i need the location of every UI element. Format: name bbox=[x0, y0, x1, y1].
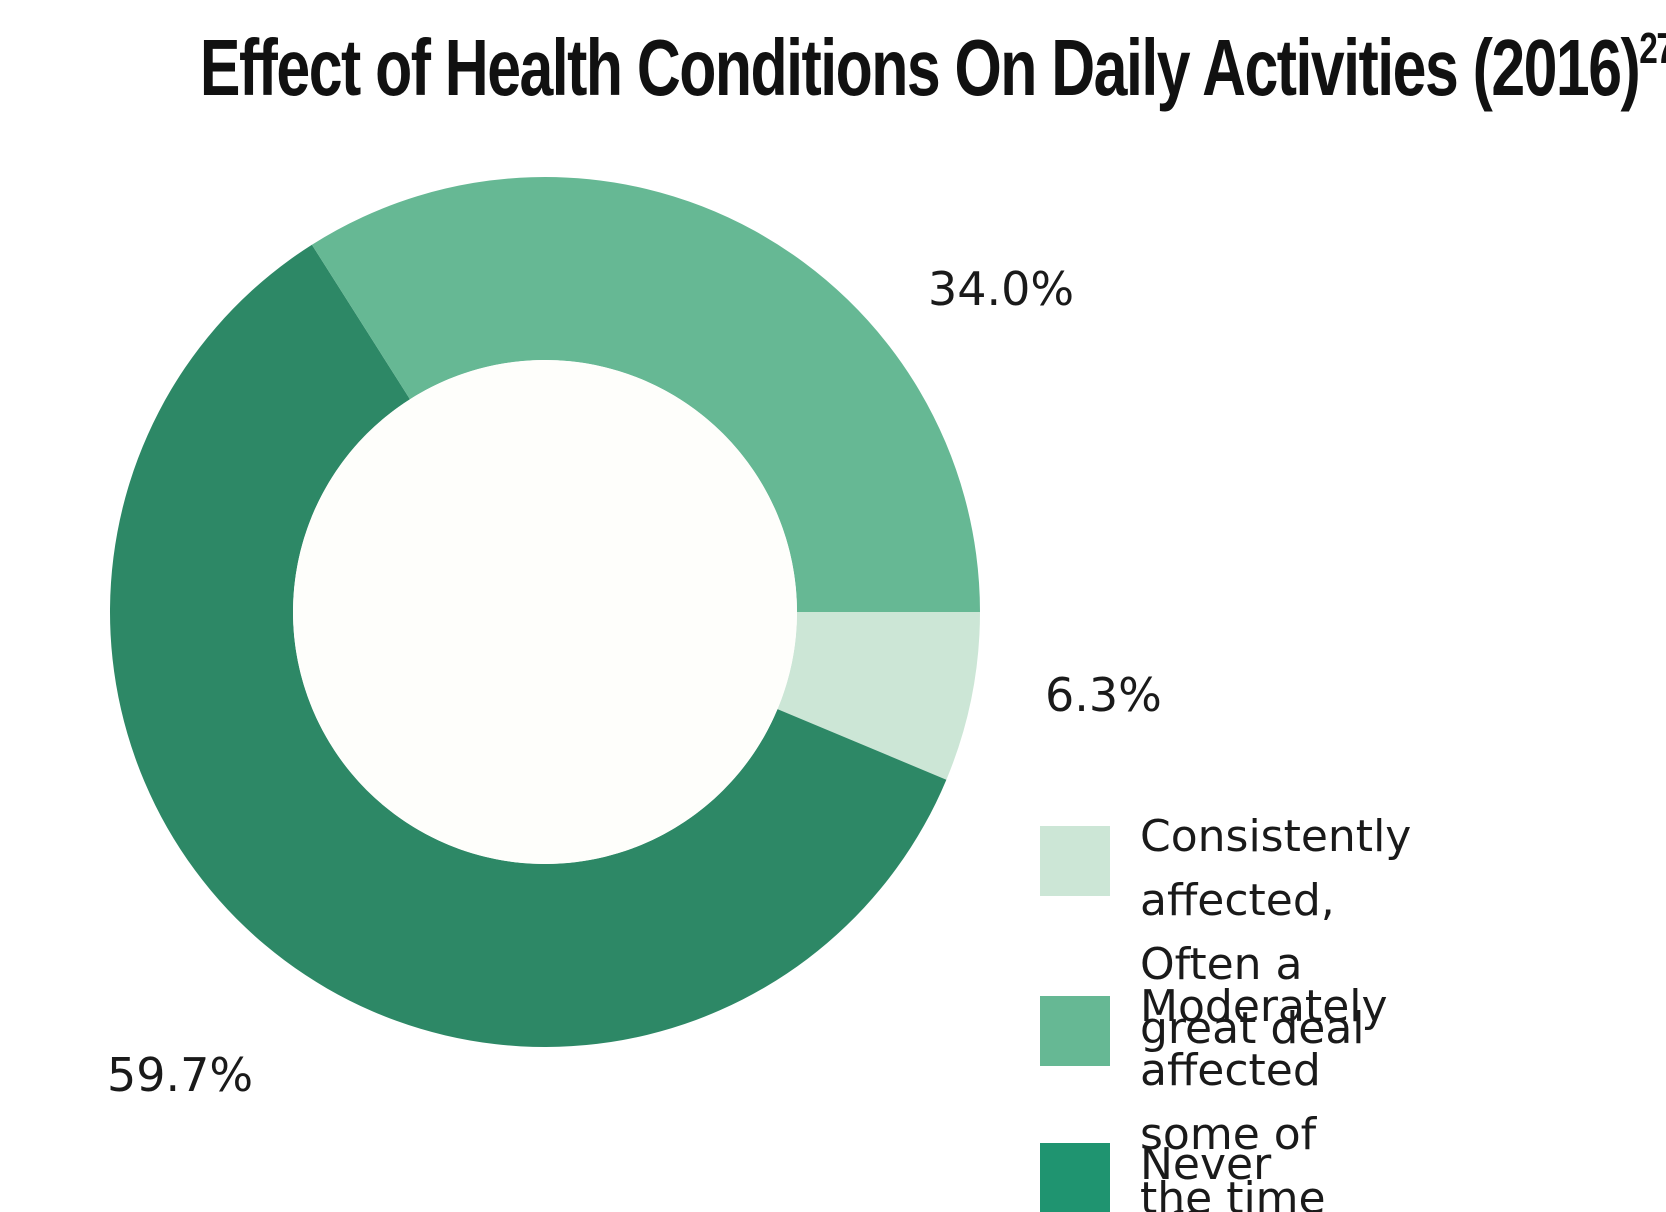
donut-hole bbox=[293, 360, 797, 864]
slice-label-consistently: 6.3% bbox=[1045, 668, 1162, 722]
slice-label-moderately: 34.0% bbox=[928, 262, 1075, 316]
legend-swatch-consistently bbox=[1040, 826, 1110, 896]
chart-title: Effect of Health Conditions On Daily Act… bbox=[200, 22, 1666, 114]
slice-consistently bbox=[777, 612, 980, 780]
legend-label-moderately: Moderately affected some of the time bbox=[1140, 981, 1388, 1212]
legend-label-consistently: Consistently affected, Often a great dea… bbox=[1140, 811, 1412, 1054]
legend-swatch-moderately bbox=[1040, 996, 1110, 1066]
legend-swatch-never bbox=[1040, 1143, 1110, 1212]
legend-label-never: Never affected bbox=[1140, 1139, 1321, 1212]
slice-label-never: 59.7% bbox=[107, 1048, 254, 1102]
slice-never bbox=[110, 244, 947, 1047]
slice-moderately bbox=[311, 176, 980, 612]
title-footnote: 27 bbox=[1639, 24, 1666, 73]
